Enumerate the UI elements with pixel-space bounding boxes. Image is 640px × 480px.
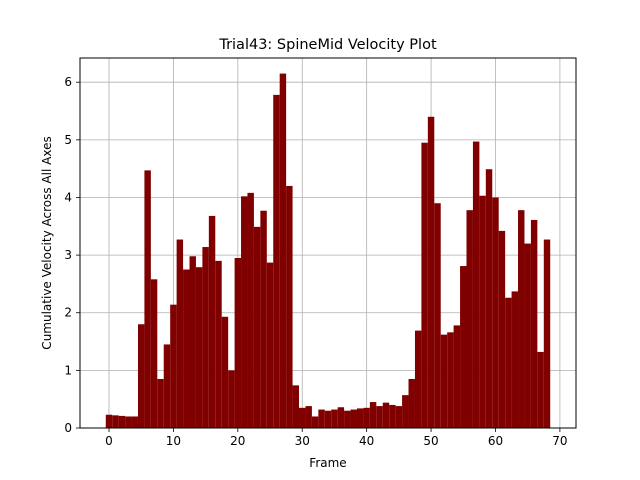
bar-frame-35	[331, 409, 338, 428]
bar-frame-20	[234, 257, 242, 428]
bar-frame-33	[318, 409, 325, 428]
x-tick-label: 60	[488, 434, 503, 448]
y-axis-label: Cumulative Velocity Across All Axes	[40, 136, 54, 349]
chart-title: Trial43: SpineMid Velocity Plot	[218, 37, 437, 53]
bar-series	[105, 73, 551, 429]
y-axis-ticks: 0 1 2 3 4 5 6	[64, 75, 80, 435]
bar-frame-28	[286, 185, 293, 428]
bar-frame-53	[447, 332, 454, 428]
bar-frame-50	[427, 116, 435, 429]
bar-frame-5	[137, 324, 145, 428]
bar-frame-18	[221, 316, 229, 428]
bar-frame-11	[176, 239, 184, 428]
bar-frame-36	[337, 407, 345, 428]
y-tick-label: 1	[64, 363, 72, 377]
bar-frame-30	[299, 407, 306, 428]
bar-frame-1	[112, 415, 119, 428]
bar-frame-14	[195, 267, 203, 428]
x-tick-label: 20	[230, 434, 245, 448]
bar-frame-63	[511, 291, 519, 428]
bar-frame-62	[505, 297, 512, 428]
bar-frame-64	[518, 210, 525, 428]
bar-frame-17	[215, 260, 222, 428]
y-tick-label: 4	[64, 190, 72, 204]
bar-frame-3	[125, 416, 132, 428]
bar-frame-22	[247, 192, 254, 428]
bar-frame-54	[453, 325, 461, 428]
bar-frame-58	[479, 195, 486, 428]
bar-frame-21	[241, 196, 248, 428]
x-tick-label: 70	[552, 434, 567, 448]
bar-frame-7	[150, 279, 158, 428]
bar-frame-23	[253, 226, 261, 428]
x-tick-label: 10	[166, 434, 181, 448]
bar-frame-13	[189, 256, 196, 428]
bar-frame-4	[131, 416, 138, 428]
bar-frame-55	[460, 266, 467, 428]
bar-frame-12	[183, 269, 190, 428]
y-tick-label: 2	[64, 306, 72, 320]
bar-frame-25	[266, 262, 274, 428]
bar-frame-40	[363, 407, 370, 428]
y-tick-label: 6	[64, 75, 72, 89]
bar-frame-68	[543, 239, 551, 428]
bar-frame-0	[105, 414, 113, 428]
bar-frame-8	[157, 379, 164, 428]
bar-frame-49	[421, 142, 428, 429]
bar-frame-41	[369, 402, 377, 428]
bar-frame-29	[292, 385, 300, 428]
bar-frame-45	[395, 406, 403, 428]
y-tick-label: 5	[64, 133, 72, 147]
bar-frame-39	[356, 408, 364, 428]
bar-frame-31	[305, 406, 312, 428]
x-tick-label: 0	[105, 434, 113, 448]
x-axis-label: Frame	[309, 456, 346, 470]
bar-frame-37	[344, 410, 351, 428]
bar-frame-10	[170, 304, 177, 428]
bar-frame-38	[350, 409, 357, 428]
bar-frame-51	[434, 203, 441, 428]
bar-frame-59	[485, 169, 493, 428]
y-tick-label: 0	[64, 421, 72, 435]
bar-frame-16	[208, 215, 216, 428]
bar-frame-57	[472, 141, 480, 429]
bar-frame-34	[324, 410, 332, 428]
bar-frame-56	[466, 210, 473, 428]
bar-frame-52	[440, 334, 448, 428]
bar-frame-44	[389, 404, 396, 428]
bar-frame-65	[524, 243, 531, 428]
bar-frame-15	[202, 247, 209, 428]
plot-frame	[79, 57, 577, 429]
bar-frame-43	[382, 402, 390, 428]
bar-frame-2	[118, 415, 126, 428]
x-axis-ticks: 0 10 20 30 40 50 60 70	[105, 428, 568, 448]
x-tick-label: 50	[423, 434, 438, 448]
y-tick-label: 3	[64, 248, 72, 262]
bar-frame-66	[530, 219, 538, 428]
bar-frame-61	[498, 230, 506, 428]
bar-frame-26	[273, 94, 280, 428]
bar-frame-32	[311, 416, 319, 428]
bar-frame-42	[376, 406, 383, 428]
bar-frame-60	[492, 197, 499, 428]
bar-frame-9	[163, 344, 171, 428]
bar-frame-24	[260, 210, 267, 428]
bar-frame-27	[279, 73, 287, 429]
bar-frame-6	[144, 170, 151, 428]
bar-frame-19	[228, 370, 235, 428]
bar-frame-47	[408, 379, 415, 428]
x-tick-label: 40	[359, 434, 374, 448]
bar-frame-46	[402, 395, 409, 428]
bar-frame-48	[414, 330, 422, 428]
x-tick-label: 30	[295, 434, 310, 448]
bar-frame-67	[537, 351, 544, 428]
